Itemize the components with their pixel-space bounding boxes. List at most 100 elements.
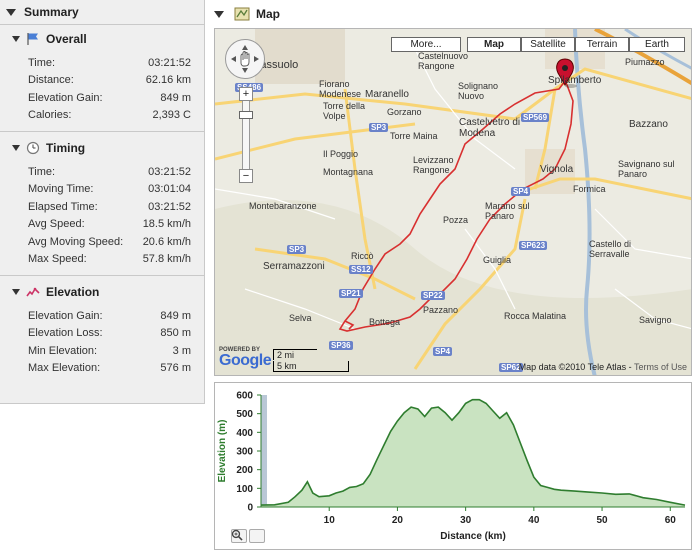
google-logo: POWERED BY Google xyxy=(219,347,272,370)
map-label: Il Poggio xyxy=(323,149,359,159)
start-marker[interactable] xyxy=(556,58,577,88)
overall-header[interactable]: Overall xyxy=(0,28,204,50)
route-shield: SP4 xyxy=(433,347,453,356)
timing-rows: Time: 03:21:52 Moving Time: 03:01:04 Elaps… xyxy=(0,159,204,268)
map-label: Bazzano xyxy=(629,119,668,130)
y-tick-label: 0 xyxy=(247,503,253,514)
map-icon xyxy=(234,7,250,21)
zoom-slider[interactable] xyxy=(239,101,253,169)
summary-panel: Summary Overall Time: 03:21:52 Distance: 6… xyxy=(0,0,205,404)
zoom-out-icon[interactable] xyxy=(231,529,265,543)
map-label: Castelvetro di Modena xyxy=(459,117,521,139)
route-shield: SP21 xyxy=(339,289,363,298)
map-label: Vignola xyxy=(540,164,574,175)
divider xyxy=(0,24,204,25)
collapse-icon[interactable] xyxy=(12,36,20,42)
timing-title: Timing xyxy=(46,141,86,155)
map-header[interactable]: Map xyxy=(214,4,280,24)
route-shield: SP62 xyxy=(499,363,523,372)
x-tick-label: 50 xyxy=(596,515,608,526)
map-label: Torre della Volpe xyxy=(323,101,366,121)
overall-title: Overall xyxy=(46,32,87,46)
map-canvas[interactable] xyxy=(215,29,692,376)
map-label: Montebaranzone xyxy=(249,201,317,211)
map-label: Rocca Malatina xyxy=(504,311,567,321)
y-tick-label: 100 xyxy=(236,484,253,495)
stat-label: Time: xyxy=(28,56,56,69)
x-tick-label: 30 xyxy=(460,515,472,526)
stat-row: Elevation Loss: 850 m xyxy=(0,325,204,343)
terms-link[interactable]: Terms of Use xyxy=(633,362,687,372)
map-type-terrain-button[interactable]: Terrain xyxy=(575,37,629,52)
zoom-in-button[interactable]: + xyxy=(239,87,253,101)
route-shield: SP569 xyxy=(521,113,550,122)
stat-value: 849 m xyxy=(160,91,191,104)
more-button[interactable]: More... xyxy=(391,37,461,52)
stat-label: Max Speed: xyxy=(28,253,87,266)
map-label: Selva xyxy=(289,313,312,323)
stat-label: Avg Moving Speed: xyxy=(28,235,124,248)
map-label: Guiglia xyxy=(483,255,512,265)
scale-km-label: 5 km xyxy=(273,361,349,372)
stat-label: Elevation Loss: xyxy=(28,327,103,340)
stat-row: Elevation Gain: 849 m xyxy=(0,307,204,325)
stat-label: Calories: xyxy=(28,109,72,122)
timing-header[interactable]: Timing xyxy=(0,137,204,159)
y-axis-label: Elevation (m) xyxy=(217,420,228,483)
x-tick-label: 20 xyxy=(392,515,404,526)
map-type-earth-button[interactable]: Earth xyxy=(629,37,685,52)
map-label: Formica xyxy=(573,184,606,194)
map-label: Gorzano xyxy=(387,107,422,117)
elevation-header[interactable]: Elevation xyxy=(0,281,204,303)
map-label: Piumazzo xyxy=(625,57,665,67)
y-tick-label: 600 xyxy=(236,391,253,402)
x-tick-label: 60 xyxy=(665,515,677,526)
stat-value: 2,393 C xyxy=(152,109,191,122)
elevation-line xyxy=(260,398,686,506)
collapse-icon[interactable] xyxy=(6,8,16,16)
stat-row: Avg Moving Speed: 20.6 km/h xyxy=(0,233,204,251)
zoom-out-button[interactable]: − xyxy=(239,169,253,183)
pan-control[interactable] xyxy=(225,39,265,79)
stat-row: Distance: 62.16 km xyxy=(0,72,204,90)
map-label: Riccò xyxy=(351,251,374,261)
elevation-chart-panel: 0 100 200 300 400 500 600 10 20 30 40 50 60 Distance … xyxy=(214,382,692,550)
divider xyxy=(0,275,204,276)
summary-header[interactable]: Summary xyxy=(0,0,204,24)
y-tick-label: 200 xyxy=(236,465,253,476)
map-label: Fiorano Modenese xyxy=(319,79,362,99)
stat-row: Min Elevation: 3 m xyxy=(0,342,204,360)
overall-rows: Time: 03:21:52 Distance: 62.16 km Elevatio… xyxy=(0,50,204,124)
map-view[interactable]: Sassuolo Fiorano Modenese Maranello Cast… xyxy=(214,28,692,376)
y-tick-label: 300 xyxy=(236,447,253,458)
map-label: Pozza xyxy=(443,215,469,225)
map-type-map-button[interactable]: Map xyxy=(467,37,521,52)
elevation-title: Elevation xyxy=(46,285,100,299)
map-label: Levizzano Rangone xyxy=(413,155,454,175)
map-label: Bottega xyxy=(369,317,401,327)
stat-row: Moving Time: 03:01:04 xyxy=(0,181,204,199)
route-shield: SP22 xyxy=(421,291,445,300)
stat-value: 03:21:52 xyxy=(148,200,191,213)
x-axis-label: Distance (km) xyxy=(440,531,506,542)
hand-icon[interactable] xyxy=(229,43,261,75)
elevation-area xyxy=(261,399,685,507)
route-shield: SS12 xyxy=(349,265,373,274)
map-scale: 2 mi 5 km xyxy=(273,349,349,372)
stat-value: 3 m xyxy=(172,344,191,357)
zoom-slider-handle[interactable] xyxy=(239,111,253,119)
collapse-icon[interactable] xyxy=(214,10,224,18)
map-copyright: Map data ©2010 Tele Atlas - Terms of Use xyxy=(519,362,687,372)
stat-value: 62.16 km xyxy=(145,74,191,87)
collapse-icon[interactable] xyxy=(12,145,20,151)
copyright-text: Map data ©2010 Tele Atlas - xyxy=(518,362,634,372)
stat-label: Avg Speed: xyxy=(28,218,85,231)
stat-row: Elevation Gain: 849 m xyxy=(0,89,204,107)
elevation-rows: Elevation Gain: 849 m Elevation Loss: 850 … xyxy=(0,303,204,377)
x-tick-label: 40 xyxy=(528,515,540,526)
collapse-icon[interactable] xyxy=(12,289,20,295)
stat-row: Calories: 2,393 C xyxy=(0,107,204,125)
map-type-satellite-button[interactable]: Satellite xyxy=(521,37,575,52)
stat-value: 576 m xyxy=(160,362,191,375)
elevation-chart[interactable]: 0 100 200 300 400 500 600 10 20 30 40 50 60 Distance … xyxy=(215,383,691,549)
